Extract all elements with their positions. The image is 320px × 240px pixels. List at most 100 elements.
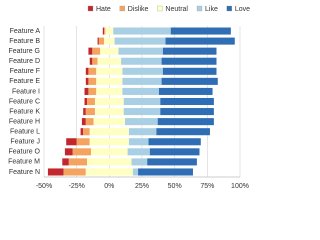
x-tick-label: -50%: [36, 183, 52, 190]
bar-segment: [98, 37, 105, 45]
y-tick-label: Feature O: [8, 149, 40, 156]
bar-segment: [94, 97, 124, 106]
bar-segment: [88, 77, 97, 85]
x-tick-label: 75%: [200, 183, 214, 190]
y-tick-label: Feature F: [10, 68, 40, 75]
legend-label: Love: [235, 6, 250, 13]
x-tick-label: 0%: [104, 183, 114, 190]
legend-label: Neutral: [165, 6, 188, 13]
bar-segment: [88, 67, 97, 75]
bar-segment: [72, 148, 92, 156]
bar-segment: [89, 138, 129, 146]
bar-segment: [165, 37, 235, 45]
y-tick-label: Feature A: [10, 28, 41, 35]
bar-segment: [128, 138, 149, 146]
bar-segment: [47, 168, 64, 176]
bar-segment: [93, 118, 126, 126]
bar-segment: [97, 57, 122, 65]
bar-segment: [68, 158, 88, 166]
bar-segment: [105, 27, 114, 35]
bar-segment: [100, 47, 119, 55]
bar-segment: [162, 67, 217, 75]
bar-segment: [92, 57, 98, 65]
bar-segment: [64, 148, 73, 156]
bar-segment: [122, 67, 163, 75]
bar-segment: [94, 108, 124, 116]
bar-segment: [63, 168, 86, 176]
bar-segment: [170, 27, 231, 35]
legend-swatch: [196, 5, 203, 12]
chart: -50% -25% 0% 25% 50% 75% 100% Hate Dislike Neutra…: [8, 5, 250, 190]
y-tick-label: Feature D: [9, 58, 40, 65]
bar-segment: [104, 37, 115, 45]
bar-segment: [132, 168, 139, 176]
legend-swatch: [157, 5, 163, 12]
y-tick-label: Feature C: [9, 98, 40, 105]
bar-segment: [88, 87, 97, 95]
bar-segment: [161, 77, 218, 85]
y-tick-label: Feature H: [9, 118, 40, 125]
bar-segment: [122, 77, 162, 85]
y-tick-label: Feature N: [9, 169, 40, 176]
bar-segment: [148, 138, 201, 146]
bar-segment: [84, 97, 88, 106]
bar-segment: [156, 128, 210, 136]
x-tick-label: -25%: [68, 183, 84, 190]
bar-segment: [80, 128, 84, 136]
bar-segment: [89, 128, 129, 136]
bar-segment: [84, 87, 89, 95]
bar-segment: [138, 168, 193, 176]
bar-segment: [102, 27, 105, 35]
y-tick-label: Feature J: [10, 139, 40, 146]
x-tick-label: 100%: [231, 183, 249, 190]
bar-segment: [89, 57, 93, 65]
bar-segment: [104, 27, 106, 35]
bar-segment: [87, 158, 132, 166]
bar-segment: [122, 87, 159, 95]
bar-segment: [123, 108, 161, 116]
bar-segment: [85, 108, 95, 116]
bar-segment: [88, 47, 93, 55]
bar-segment: [118, 47, 163, 55]
x-tick-label: 50%: [168, 183, 182, 190]
bar-segment: [83, 108, 86, 116]
y-tick-label: Feature G: [8, 48, 40, 55]
bar-segment: [160, 108, 214, 116]
legend-label: Dislike: [128, 6, 149, 13]
legend-label: Hate: [96, 6, 111, 13]
legend-swatch: [87, 5, 94, 12]
bar-segment: [85, 168, 133, 176]
bar-segment: [114, 37, 166, 45]
bar-segment: [161, 57, 217, 65]
legend-swatch: [226, 5, 232, 12]
x-tick-label: 25%: [135, 183, 149, 190]
bar-segment: [66, 138, 77, 146]
bar-segment: [97, 37, 99, 45]
bar-segment: [149, 148, 200, 156]
y-tick-label: Feature E: [9, 78, 40, 85]
bar-segment: [113, 27, 171, 35]
bar-segment: [83, 128, 90, 136]
bar-segment: [85, 77, 89, 85]
y-tick-label: Feature M: [8, 159, 40, 166]
bar-segment: [91, 148, 128, 156]
bar-segment: [158, 87, 213, 95]
bar-segment: [160, 97, 214, 106]
bar-segment: [81, 118, 86, 126]
bar-segment: [92, 47, 101, 55]
y-tick-label: Feature I: [12, 88, 40, 95]
bar-segment: [157, 118, 214, 126]
y-tick-label: Feature K: [9, 108, 40, 115]
bar-segment: [147, 158, 197, 166]
bar-segment: [85, 118, 94, 126]
bar-segment: [96, 87, 123, 95]
bar-segment: [96, 67, 123, 75]
bar-segment: [162, 47, 217, 55]
bar-segment: [123, 97, 161, 106]
bar-segment: [128, 128, 157, 136]
bar-segment: [125, 118, 158, 126]
y-tick-label: Feature L: [10, 129, 40, 136]
bar-segment: [121, 57, 162, 65]
y-tick-label: Feature B: [9, 38, 40, 45]
bar-segment: [87, 97, 95, 106]
